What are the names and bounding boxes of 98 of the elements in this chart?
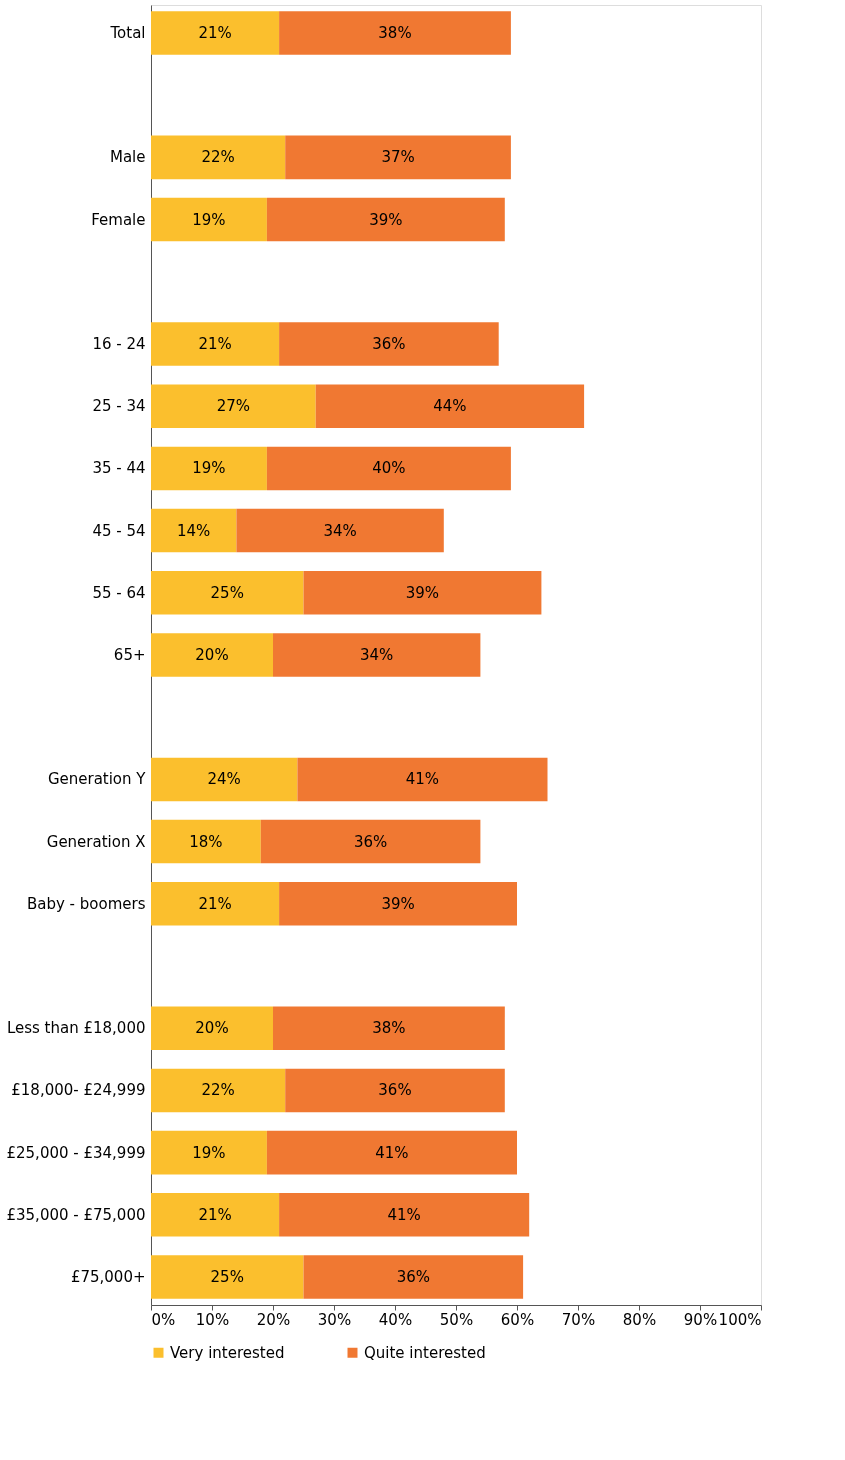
- bar: [151, 1193, 280, 1237]
- bar: [260, 819, 481, 864]
- data-label: 39%: [381, 894, 415, 913]
- y-tick-label: Generation X: [46, 832, 146, 851]
- y-tick-label: Male: [109, 148, 146, 167]
- y-tick-label: £25,000 - £34,999: [6, 1143, 146, 1162]
- data-label: 44%: [433, 397, 467, 416]
- y-tick-label: 25 - 34: [92, 397, 146, 416]
- data-label: 19%: [192, 1143, 226, 1162]
- y-tick-label: Female: [91, 210, 146, 229]
- bar: [151, 446, 267, 491]
- x-tick-label: 10%: [195, 1310, 230, 1329]
- data-label: 27%: [216, 397, 251, 416]
- bar: [151, 882, 280, 926]
- bar: [151, 322, 280, 366]
- bar: [266, 1130, 517, 1175]
- data-label: 21%: [198, 23, 232, 42]
- bar: [279, 322, 499, 366]
- y-tick-label: £35,000 - £75,000: [6, 1205, 146, 1224]
- y-tick-label: £75,000+: [70, 1268, 146, 1287]
- x-tick-label: 80%: [622, 1310, 657, 1329]
- bar: [151, 197, 267, 242]
- y-tick-label: 55 - 64: [92, 583, 146, 602]
- data-label: 25%: [210, 1268, 244, 1287]
- data-label: 20%: [195, 646, 229, 664]
- legend-label: Very interested: [170, 1343, 285, 1362]
- data-label: 25%: [210, 583, 244, 602]
- data-label: 22%: [201, 1081, 235, 1100]
- bar: [151, 135, 286, 180]
- data-label: 22%: [201, 148, 235, 167]
- x-tick-label: 60%: [500, 1310, 535, 1329]
- x-tick-label: 50%: [439, 1310, 474, 1329]
- y-tick-label: Total: [109, 23, 146, 42]
- data-label: 39%: [369, 210, 403, 229]
- x-tick-label: 40%: [378, 1310, 413, 1329]
- y-tick-label: 45 - 54: [92, 521, 146, 540]
- bar: [315, 384, 585, 428]
- data-label: 41%: [375, 1143, 409, 1162]
- bar: [151, 571, 304, 615]
- data-label: 34%: [323, 521, 357, 540]
- bar: [279, 11, 511, 55]
- bar: [151, 1130, 267, 1175]
- data-label: 37%: [381, 148, 415, 167]
- data-label: 18%: [189, 832, 223, 851]
- x-tick-label: 30%: [317, 1310, 352, 1329]
- bar: [151, 1006, 273, 1050]
- bar: [151, 508, 237, 553]
- x-tick-label: 70%: [561, 1310, 596, 1329]
- bar: [151, 1068, 286, 1113]
- bar: [151, 1255, 304, 1299]
- bar: [266, 197, 505, 242]
- bar: [279, 882, 517, 926]
- bar: [303, 571, 542, 615]
- bar: [303, 1255, 524, 1299]
- data-label: 38%: [378, 23, 412, 42]
- x-tick-label: 20%: [256, 1310, 291, 1329]
- bar: [151, 819, 261, 864]
- y-tick-label: 35 - 44: [92, 459, 146, 478]
- y-tick-label: 16 - 24: [92, 335, 146, 353]
- data-label: 34%: [360, 646, 394, 664]
- x-tick-label: 90%: [683, 1310, 718, 1329]
- bar: [151, 633, 273, 677]
- data-label: 21%: [198, 894, 232, 913]
- bar: [236, 508, 444, 553]
- x-tick-label: 0%: [151, 1310, 176, 1329]
- bar: [285, 1068, 505, 1113]
- bar: [266, 446, 511, 491]
- y-tick-label: Baby - boomers: [26, 894, 146, 913]
- data-label: 36%: [378, 1081, 412, 1100]
- data-label: 41%: [387, 1205, 421, 1224]
- y-tick-label: 65+: [113, 646, 146, 664]
- bar: [273, 1006, 505, 1050]
- y-tick-label: Generation Y: [47, 770, 147, 789]
- data-label: 36%: [396, 1268, 430, 1287]
- data-label: 24%: [207, 770, 241, 789]
- data-label: 19%: [192, 459, 226, 478]
- data-label: 21%: [198, 1205, 232, 1224]
- bar: [273, 633, 481, 677]
- data-label: 39%: [405, 583, 440, 602]
- bar: [285, 135, 511, 180]
- y-tick-label: £18,000- £24,999: [11, 1081, 146, 1100]
- bar: [151, 384, 316, 428]
- y-tick-label: Less than £18,000: [6, 1019, 146, 1038]
- data-label: 19%: [192, 210, 226, 229]
- data-label: 38%: [372, 1019, 406, 1038]
- bar: [297, 757, 548, 802]
- data-label: 21%: [198, 335, 232, 353]
- data-label: 14%: [177, 521, 211, 540]
- legend-label: Quite interested: [364, 1343, 486, 1362]
- data-label: 36%: [353, 832, 388, 851]
- bar: [279, 1193, 530, 1237]
- bar: [151, 757, 298, 802]
- data-label: 40%: [372, 459, 406, 478]
- x-tick-label: 100%: [718, 1310, 762, 1329]
- data-label: 41%: [405, 770, 440, 789]
- data-label: 20%: [195, 1019, 229, 1038]
- data-label: 36%: [372, 335, 406, 353]
- bar: [151, 11, 280, 55]
